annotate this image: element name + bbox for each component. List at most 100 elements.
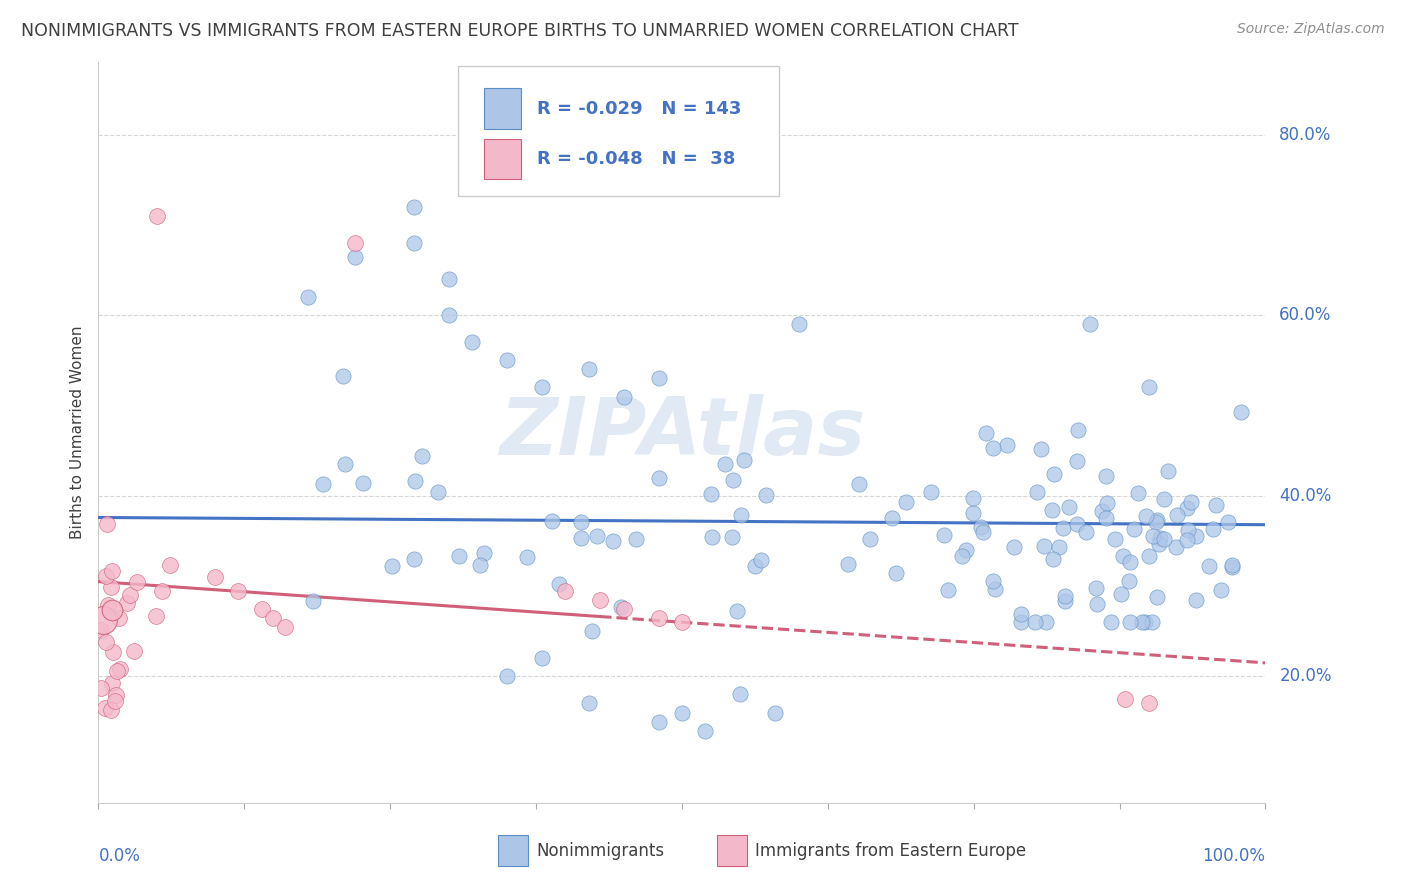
Point [1130, 615, 1153, 630]
Point [569, 531, 592, 545]
Point [104, 693, 127, 707]
Point [955, 542, 977, 557]
Point [932, 527, 955, 541]
Point [1053, 589, 1076, 603]
Text: Nonimmigrants: Nonimmigrants [536, 842, 664, 860]
Point [437, 272, 460, 286]
Point [404, 474, 426, 488]
Point [725, 604, 748, 618]
Point [647, 471, 669, 485]
Point [647, 371, 669, 385]
Point [100, 703, 122, 717]
Point [93, 614, 115, 628]
Point [90, 681, 112, 696]
Point [344, 235, 367, 250]
Point [1047, 541, 1070, 555]
Text: Source: ZipAtlas.com: Source: ZipAtlas.com [1237, 22, 1385, 37]
Point [94, 635, 117, 649]
Point [204, 570, 226, 584]
Point [613, 390, 636, 404]
Point [997, 437, 1019, 451]
Point [449, 549, 471, 563]
Point [115, 596, 138, 610]
Point [1220, 558, 1243, 572]
Point [90, 623, 112, 637]
Point [578, 362, 600, 376]
Point [952, 549, 974, 563]
Point [1084, 581, 1107, 595]
Point [1119, 555, 1142, 569]
Point [1180, 495, 1202, 509]
Point [105, 688, 128, 702]
Point [146, 209, 169, 223]
Point [1052, 521, 1074, 535]
Point [516, 549, 538, 564]
Point [1112, 549, 1135, 564]
Text: NONIMMIGRANTS VS IMMIGRANTS FROM EASTERN EUROPE BIRTHS TO UNMARRIED WOMEN CORREL: NONIMMIGRANTS VS IMMIGRANTS FROM EASTERN… [21, 22, 1019, 40]
Point [297, 290, 319, 304]
Point [589, 592, 612, 607]
Point [530, 651, 553, 665]
Point [671, 615, 693, 630]
Point [1057, 500, 1080, 515]
Point [1229, 405, 1251, 419]
Point [920, 484, 942, 499]
Point [981, 441, 1004, 455]
Point [94, 701, 117, 715]
Point [733, 453, 755, 467]
Point [100, 602, 122, 616]
Point [402, 235, 425, 250]
Point [602, 533, 624, 548]
Point [101, 564, 124, 578]
Point [1067, 423, 1090, 437]
Point [884, 566, 907, 580]
Point [125, 574, 148, 589]
Point [787, 318, 810, 332]
Point [541, 514, 564, 528]
Point [671, 706, 693, 720]
Point [744, 559, 766, 574]
Point [848, 476, 870, 491]
Point [1010, 615, 1032, 630]
Point [1002, 541, 1025, 555]
Bar [484, 138, 520, 179]
Text: 100.0%: 100.0% [1202, 847, 1265, 865]
Point [1032, 539, 1054, 553]
Text: 0.0%: 0.0% [98, 847, 141, 865]
Point [569, 515, 592, 529]
Point [150, 584, 173, 599]
Point [101, 676, 124, 690]
Point [118, 588, 141, 602]
Point [108, 611, 131, 625]
Text: 20.0%: 20.0% [1279, 667, 1331, 685]
Point [461, 335, 484, 350]
Point [159, 558, 181, 573]
Bar [484, 88, 520, 129]
Point [894, 495, 917, 509]
Point [1175, 500, 1198, 515]
Point [647, 714, 669, 729]
Point [1074, 524, 1097, 539]
Point [1026, 485, 1049, 500]
Point [859, 532, 882, 546]
Point [1118, 574, 1140, 588]
Point [880, 511, 903, 525]
Point [470, 558, 492, 572]
Point [714, 457, 737, 471]
Point [333, 457, 356, 471]
Point [96, 517, 118, 532]
Point [1198, 558, 1220, 573]
Point [1140, 615, 1163, 629]
Point [1220, 559, 1243, 574]
Point [97, 598, 120, 612]
Point [124, 644, 146, 658]
Point [1166, 508, 1188, 523]
Point [1205, 499, 1227, 513]
Point [1202, 522, 1225, 536]
Point [1126, 486, 1149, 500]
Point [1095, 496, 1118, 510]
Point [969, 520, 991, 534]
Point [1104, 532, 1126, 546]
Point [586, 529, 609, 543]
Point [381, 559, 404, 574]
